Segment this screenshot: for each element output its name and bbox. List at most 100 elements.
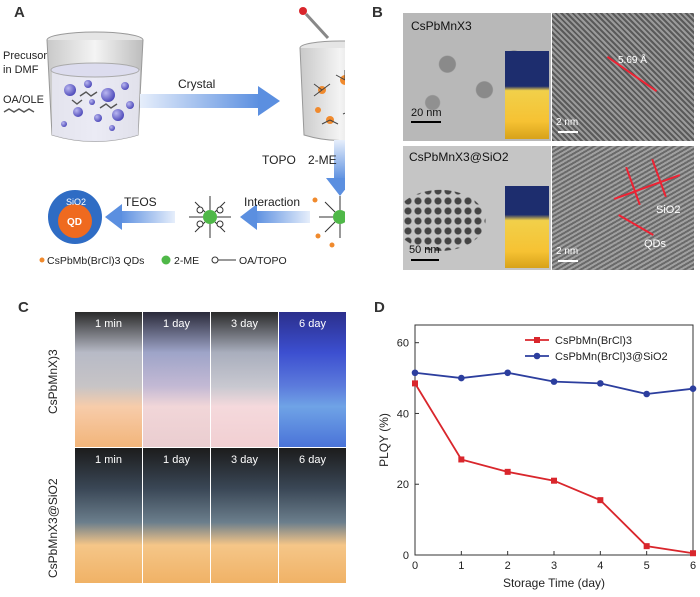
tem-bottom-scalebar xyxy=(411,259,439,261)
legend-marker-0 xyxy=(534,337,540,343)
series-line-0 xyxy=(414,382,694,555)
sio2-marker-2 xyxy=(651,158,667,198)
legend-label-0: CsPbMn(BrCl)3 xyxy=(555,335,632,347)
series-0-point-4 xyxy=(597,497,604,504)
legend-label-1: CsPbMn(BrCl)3@SiO2 xyxy=(555,351,668,363)
core-shell-qd xyxy=(48,190,102,244)
panel-a-schematic: Precusor in DMF OA/OLE Crystal TOPO 2-ME xyxy=(3,7,345,267)
series-1-point-1 xyxy=(458,374,465,382)
vial-time-r2-1: 1 min xyxy=(95,454,122,466)
qd-core-label: QD xyxy=(67,217,82,228)
x-tick-label-6: 6 xyxy=(690,560,696,572)
tem-image-top: CsPbMnX3 20 nm xyxy=(403,13,551,141)
vial-photo-r1-3: 3 day xyxy=(211,312,278,447)
series-1-point-2 xyxy=(504,369,511,377)
series-0-point-2 xyxy=(504,468,511,475)
two-me-label: 2-ME xyxy=(308,153,337,167)
vial-bottom xyxy=(505,186,549,268)
series-1-point-3 xyxy=(550,378,558,385)
x-tick-label-2: 2 xyxy=(505,560,511,572)
qds-label: QDs xyxy=(644,238,666,250)
qds-marker xyxy=(618,214,654,236)
vial-top xyxy=(505,51,549,139)
vial-time-r1-3: 3 day xyxy=(231,318,258,330)
x-tick-label-4: 4 xyxy=(597,560,603,572)
vial-photo-r1-2: 1 day xyxy=(143,312,210,447)
vial-photo-r2-3: 3 day xyxy=(211,448,278,583)
series-0-point-5 xyxy=(643,543,650,550)
hrtem-bottom-scalebar xyxy=(558,260,578,262)
y-tick-label-0: 0 xyxy=(403,550,409,562)
vial-time-r1-2: 1 day xyxy=(163,318,190,330)
series-1-point-0 xyxy=(411,369,419,377)
vial-photo-r1-1: 1 min xyxy=(75,312,142,447)
y-axis-label: PLQY (%) xyxy=(377,413,391,467)
interaction-arrow xyxy=(240,204,310,230)
vial-photo-r2-2: 1 day xyxy=(143,448,210,583)
tem-bottom-title: CsPbMnX3@SiO2 xyxy=(409,150,509,164)
teos-arrow xyxy=(105,204,175,230)
hrtem-image-bottom: SiO2 QDs 2 nm xyxy=(552,146,694,270)
tem-image-bottom: CsPbMnX3@SiO2 50 nm xyxy=(403,146,551,270)
panel-letter-d: D xyxy=(374,299,385,316)
sio2-marker xyxy=(625,166,641,206)
sio2-label: SiO2 xyxy=(656,204,681,216)
cluster-right xyxy=(312,196,345,248)
series-0-point-6 xyxy=(690,550,696,557)
legend-marker-1 xyxy=(533,352,541,360)
vial-time-r1-1: 1 min xyxy=(95,318,122,330)
vial-time-r2-2: 1 day xyxy=(163,454,190,466)
hrtem-top-scalebar xyxy=(558,131,578,133)
crystal-arrow xyxy=(140,86,280,116)
crystal-label: Crystal xyxy=(178,77,215,91)
x-tick-label-0: 0 xyxy=(412,560,418,572)
y-tick-label-2: 40 xyxy=(397,408,409,420)
panel-letter-c: C xyxy=(18,299,29,316)
row2-label: CsPbMnX3@SiO2 xyxy=(46,478,60,578)
interaction-label: Interaction xyxy=(244,195,300,209)
hrtem-bottom-scale: 2 nm xyxy=(556,246,579,257)
legend-2me-dot xyxy=(161,255,171,265)
legend-qd-dot xyxy=(39,257,45,263)
hrtem-top-scale: 2 nm xyxy=(556,117,579,128)
vial-time-r2-3: 3 day xyxy=(231,454,258,466)
sio2-marker-line xyxy=(613,174,681,200)
sio2-shell-label: SiO2 xyxy=(66,197,86,207)
down-arrow xyxy=(326,140,345,196)
series-1-point-4 xyxy=(597,380,604,387)
hrtem-image-top: 5.69 Å 2 nm xyxy=(552,13,694,141)
series-1-point-6 xyxy=(689,385,697,392)
x-tick-label-1: 1 xyxy=(458,560,464,572)
vial-time-r1-4: 6 day xyxy=(299,318,326,330)
y-tick-label-1: 20 xyxy=(397,479,409,491)
precursor-label-1: Precusor xyxy=(3,50,47,62)
y-tick-label-3: 60 xyxy=(397,338,409,350)
tem-top-title: CsPbMnX3 xyxy=(411,19,472,33)
ligand-label: OA/OLE xyxy=(3,94,44,106)
legend-oa-dot xyxy=(211,256,219,264)
series-1-point-5 xyxy=(643,390,650,398)
cluster-middle xyxy=(189,196,231,238)
x-axis-label: Storage Time (day) xyxy=(503,576,605,590)
tem-bottom-scale: 50 nm xyxy=(409,244,440,256)
teos-label: TEOS xyxy=(124,195,157,209)
tem-top-scale: 20 nm xyxy=(411,107,442,119)
row1-label: CsPbMnX)3 xyxy=(46,349,60,414)
legend-qd-label: CsPbMb(BrCl)3 QDs xyxy=(47,255,144,267)
x-tick-label-3: 3 xyxy=(551,560,557,572)
vial-photo-r2-4: 6 day xyxy=(279,448,346,583)
series-0-point-1 xyxy=(458,456,465,463)
beaker-left xyxy=(46,31,144,142)
vial-photo-r1-4: 6 day xyxy=(279,312,346,447)
precursor-label-2: in DMF xyxy=(3,64,39,76)
x-tick-label-5: 5 xyxy=(644,560,650,572)
beaker-right xyxy=(299,7,345,141)
legend-2me-label: 2-ME xyxy=(174,255,199,267)
series-0-point-3 xyxy=(551,477,557,484)
legend-oa-label: OA/TOPO xyxy=(239,255,287,267)
vial-time-r2-4: 6 day xyxy=(299,454,326,466)
vial-photo-r2-1: 1 min xyxy=(75,448,142,583)
panel-letter-a: A xyxy=(14,4,25,21)
series-0-point-0 xyxy=(412,380,418,387)
